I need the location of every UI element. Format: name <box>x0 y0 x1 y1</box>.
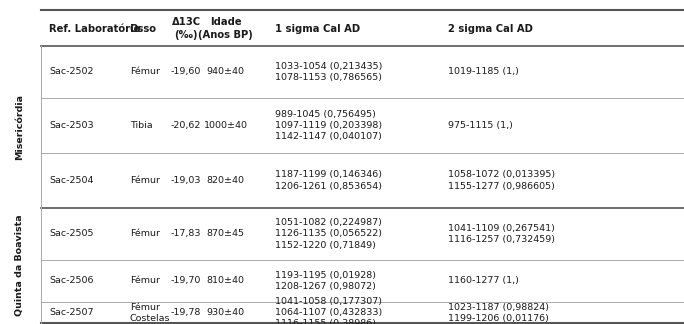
Text: 1000±40: 1000±40 <box>204 121 248 130</box>
Text: Fémur: Fémur <box>130 229 160 238</box>
Text: -19,78: -19,78 <box>171 308 201 317</box>
Text: 975-1115 (1,): 975-1115 (1,) <box>448 121 513 130</box>
Text: 1041-1058 (0,177307)
1064-1107 (0,432833)
1116-1155 (0,38986): 1041-1058 (0,177307) 1064-1107 (0,432833… <box>275 297 382 324</box>
Text: 1023-1187 (0,98824)
1199-1206 (0,01176): 1023-1187 (0,98824) 1199-1206 (0,01176) <box>448 303 549 323</box>
Text: Fémur: Fémur <box>130 176 160 185</box>
Text: 1033-1054 (0,213435)
1078-1153 (0,786565): 1033-1054 (0,213435) 1078-1153 (0,786565… <box>275 62 382 82</box>
Text: Fémur: Fémur <box>130 276 160 285</box>
Text: 1058-1072 (0,013395)
1155-1277 (0,986605): 1058-1072 (0,013395) 1155-1277 (0,986605… <box>448 170 555 191</box>
Text: Misericórdia: Misericórdia <box>14 94 24 160</box>
Text: -20,62: -20,62 <box>171 121 201 130</box>
Text: Osso: Osso <box>130 24 157 33</box>
Text: Sac-2503: Sac-2503 <box>49 121 94 130</box>
Text: -17,83: -17,83 <box>171 229 201 238</box>
Text: Sac-2504: Sac-2504 <box>49 176 94 185</box>
Text: -19,70: -19,70 <box>171 276 201 285</box>
Text: 1041-1109 (0,267541)
1116-1257 (0,732459): 1041-1109 (0,267541) 1116-1257 (0,732459… <box>448 224 555 244</box>
Text: 820±40: 820±40 <box>207 176 245 185</box>
Text: Idade
(Anos BP): Idade (Anos BP) <box>198 17 253 40</box>
Text: -19,03: -19,03 <box>171 176 201 185</box>
Text: Sac-2505: Sac-2505 <box>49 229 94 238</box>
Text: -19,60: -19,60 <box>171 67 201 76</box>
Text: Fémur
Costelas: Fémur Costelas <box>130 303 170 323</box>
Text: 1051-1082 (0,224987)
1126-1135 (0,056522)
1152-1220 (0,71849): 1051-1082 (0,224987) 1126-1135 (0,056522… <box>275 218 382 249</box>
Text: 989-1045 (0,756495)
1097-1119 (0,203398)
1142-1147 (0,040107): 989-1045 (0,756495) 1097-1119 (0,203398)… <box>275 110 382 141</box>
Text: Fémur: Fémur <box>130 67 160 76</box>
Text: 930±40: 930±40 <box>207 308 245 317</box>
Text: Sac-2507: Sac-2507 <box>49 308 94 317</box>
Text: Sac-2506: Sac-2506 <box>49 276 94 285</box>
Text: Ref. Laboratório: Ref. Laboratório <box>49 24 141 33</box>
Text: 870±45: 870±45 <box>207 229 245 238</box>
Text: Quinta da Boavista: Quinta da Boavista <box>14 215 24 317</box>
Text: 810±40: 810±40 <box>207 276 245 285</box>
Text: Δ13C
(‰): Δ13C (‰) <box>172 17 200 40</box>
Text: 1019-1185 (1,): 1019-1185 (1,) <box>448 67 519 76</box>
Text: 940±40: 940±40 <box>207 67 245 76</box>
Text: 1187-1199 (0,146346)
1206-1261 (0,853654): 1187-1199 (0,146346) 1206-1261 (0,853654… <box>275 170 382 191</box>
Text: 1160-1277 (1,): 1160-1277 (1,) <box>448 276 519 285</box>
Text: Tibia: Tibia <box>130 121 153 130</box>
Text: 1193-1195 (0,01928)
1208-1267 (0,98072): 1193-1195 (0,01928) 1208-1267 (0,98072) <box>275 271 376 291</box>
Text: 2 sigma Cal AD: 2 sigma Cal AD <box>448 24 533 33</box>
Text: Sac-2502: Sac-2502 <box>49 67 94 76</box>
Text: 1 sigma Cal AD: 1 sigma Cal AD <box>275 24 360 33</box>
